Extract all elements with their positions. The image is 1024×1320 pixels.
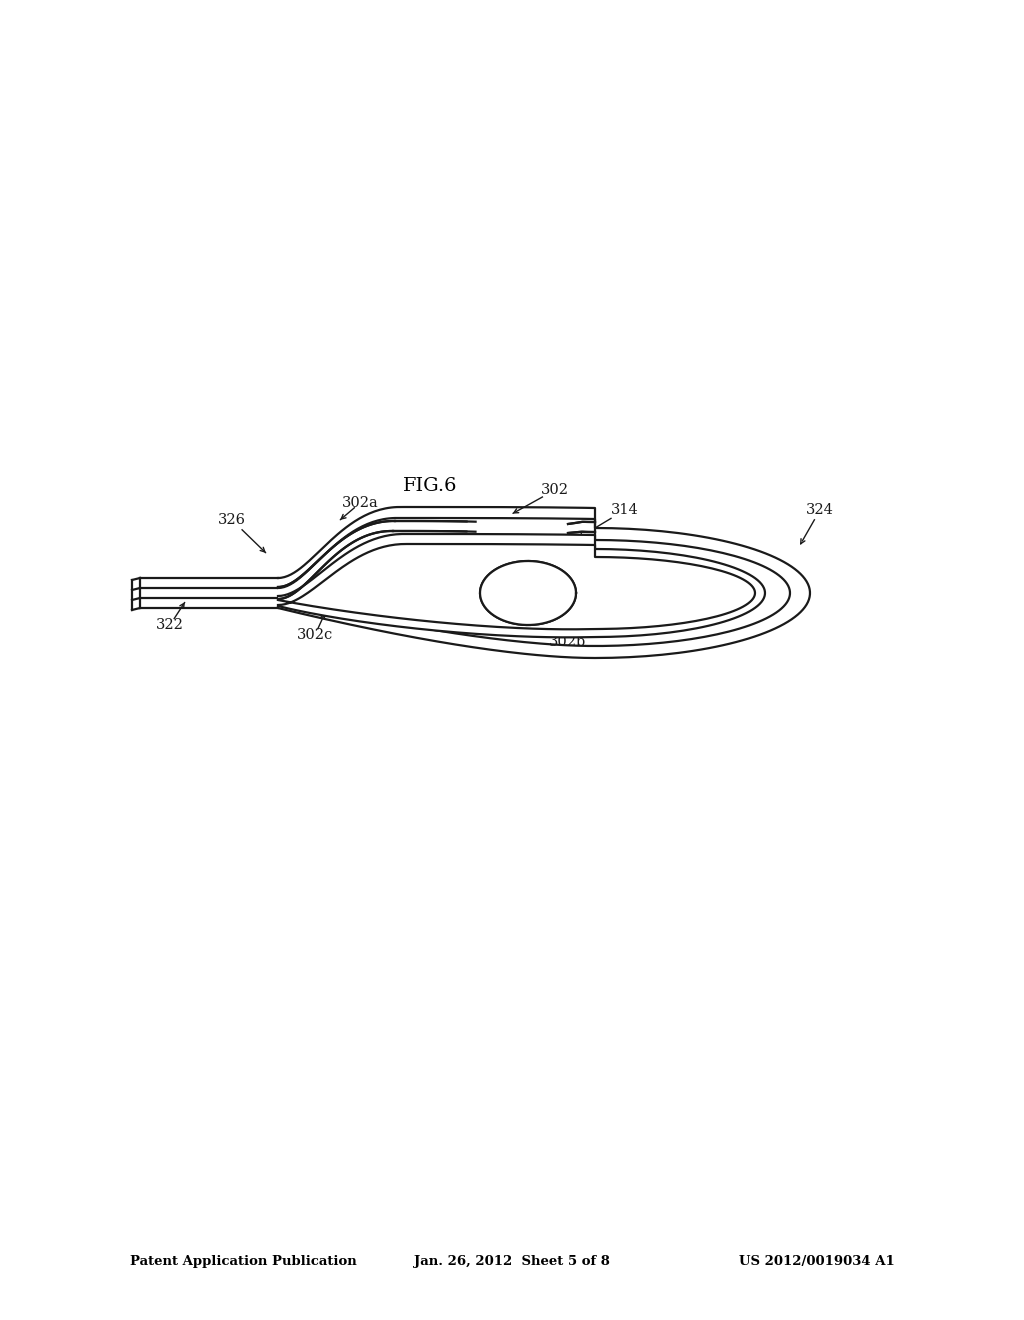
Text: 314: 314 bbox=[611, 503, 639, 517]
Text: 326: 326 bbox=[218, 513, 246, 527]
Polygon shape bbox=[278, 535, 765, 638]
Text: 302a: 302a bbox=[342, 496, 379, 510]
Text: 302b: 302b bbox=[549, 635, 587, 649]
Text: Patent Application Publication: Patent Application Publication bbox=[130, 1255, 356, 1269]
Polygon shape bbox=[278, 544, 755, 630]
Ellipse shape bbox=[480, 561, 575, 624]
Text: US 2012/0019034 A1: US 2012/0019034 A1 bbox=[739, 1255, 895, 1269]
Text: 322: 322 bbox=[156, 618, 184, 632]
Polygon shape bbox=[278, 507, 810, 657]
Text: 324: 324 bbox=[806, 503, 834, 517]
Ellipse shape bbox=[480, 561, 575, 624]
Polygon shape bbox=[278, 517, 790, 645]
Text: 302: 302 bbox=[541, 483, 569, 498]
Text: Jan. 26, 2012  Sheet 5 of 8: Jan. 26, 2012 Sheet 5 of 8 bbox=[414, 1255, 610, 1269]
Text: 302c: 302c bbox=[297, 628, 333, 642]
Text: FIG.6: FIG.6 bbox=[402, 477, 458, 495]
